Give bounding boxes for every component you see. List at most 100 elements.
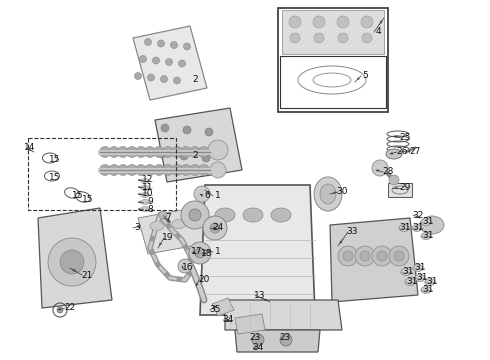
Circle shape <box>181 201 209 229</box>
Circle shape <box>290 33 300 43</box>
Text: 6: 6 <box>204 192 210 201</box>
Circle shape <box>252 334 264 346</box>
Bar <box>278 8 388 112</box>
Text: 1: 1 <box>215 248 221 256</box>
Text: 11: 11 <box>142 183 154 192</box>
Circle shape <box>360 251 370 261</box>
Circle shape <box>280 334 292 346</box>
Text: 25: 25 <box>399 134 411 143</box>
Ellipse shape <box>314 177 342 211</box>
Ellipse shape <box>405 279 415 285</box>
Text: 2: 2 <box>192 76 198 85</box>
Circle shape <box>361 16 373 28</box>
Text: 4: 4 <box>375 27 381 36</box>
Circle shape <box>126 165 138 175</box>
Text: 23: 23 <box>279 333 291 342</box>
Circle shape <box>338 246 358 266</box>
Text: 19: 19 <box>162 234 174 243</box>
Circle shape <box>394 251 404 261</box>
Circle shape <box>313 16 325 28</box>
Circle shape <box>183 126 191 134</box>
Circle shape <box>389 246 409 266</box>
Ellipse shape <box>172 220 186 229</box>
Ellipse shape <box>421 219 431 225</box>
Polygon shape <box>133 26 207 100</box>
Text: 31: 31 <box>426 278 438 287</box>
Circle shape <box>158 150 166 158</box>
Circle shape <box>161 124 169 132</box>
Ellipse shape <box>141 179 149 184</box>
Text: 31: 31 <box>406 278 418 287</box>
Text: 21: 21 <box>81 270 93 279</box>
Circle shape <box>189 209 201 221</box>
Text: 31: 31 <box>399 224 411 233</box>
Circle shape <box>343 251 353 261</box>
Circle shape <box>202 154 210 162</box>
Text: 28: 28 <box>382 167 393 176</box>
Ellipse shape <box>421 233 431 239</box>
Bar <box>282 10 384 54</box>
Circle shape <box>362 33 372 43</box>
Ellipse shape <box>320 184 336 204</box>
Bar <box>28 138 176 210</box>
Circle shape <box>153 165 165 175</box>
Ellipse shape <box>401 269 411 275</box>
Circle shape <box>166 58 172 66</box>
Circle shape <box>172 147 182 158</box>
Circle shape <box>140 55 147 63</box>
Ellipse shape <box>141 193 149 198</box>
Text: 17: 17 <box>191 248 203 256</box>
Text: 15: 15 <box>82 195 94 204</box>
Circle shape <box>180 147 192 158</box>
Text: 31: 31 <box>416 274 428 283</box>
Circle shape <box>210 223 220 233</box>
Ellipse shape <box>215 208 235 222</box>
Ellipse shape <box>141 199 149 204</box>
Polygon shape <box>235 314 265 334</box>
Circle shape <box>161 76 168 82</box>
Circle shape <box>108 165 120 175</box>
Polygon shape <box>235 330 320 352</box>
Ellipse shape <box>421 287 431 293</box>
Text: 31: 31 <box>414 264 426 273</box>
Text: 31: 31 <box>422 217 434 226</box>
Circle shape <box>163 165 173 175</box>
Circle shape <box>198 165 210 175</box>
Circle shape <box>147 74 154 81</box>
Ellipse shape <box>412 225 422 231</box>
Circle shape <box>208 140 228 160</box>
Circle shape <box>190 165 200 175</box>
Ellipse shape <box>386 149 402 159</box>
Circle shape <box>372 246 392 266</box>
Text: 23: 23 <box>249 333 261 342</box>
Ellipse shape <box>399 225 409 231</box>
Circle shape <box>178 60 186 67</box>
Text: 31: 31 <box>412 224 424 233</box>
Text: 32: 32 <box>412 211 424 220</box>
Circle shape <box>210 162 226 178</box>
Circle shape <box>172 165 182 175</box>
Polygon shape <box>212 298 234 316</box>
Text: 16: 16 <box>182 264 194 273</box>
Text: 31: 31 <box>422 230 434 239</box>
Text: 2: 2 <box>192 150 198 159</box>
Text: 8: 8 <box>147 204 153 213</box>
Circle shape <box>134 72 142 80</box>
Text: 18: 18 <box>201 249 213 258</box>
Polygon shape <box>225 300 342 330</box>
Text: 1: 1 <box>215 192 221 201</box>
Ellipse shape <box>420 216 444 234</box>
Circle shape <box>152 57 160 64</box>
Ellipse shape <box>271 208 291 222</box>
Ellipse shape <box>415 274 425 282</box>
Circle shape <box>48 238 96 286</box>
Ellipse shape <box>141 207 149 211</box>
Text: 34: 34 <box>222 315 234 324</box>
Circle shape <box>157 40 165 47</box>
Polygon shape <box>38 208 112 308</box>
Ellipse shape <box>243 208 263 222</box>
Circle shape <box>337 16 349 28</box>
Circle shape <box>372 160 388 176</box>
Circle shape <box>153 147 165 158</box>
Circle shape <box>118 165 128 175</box>
